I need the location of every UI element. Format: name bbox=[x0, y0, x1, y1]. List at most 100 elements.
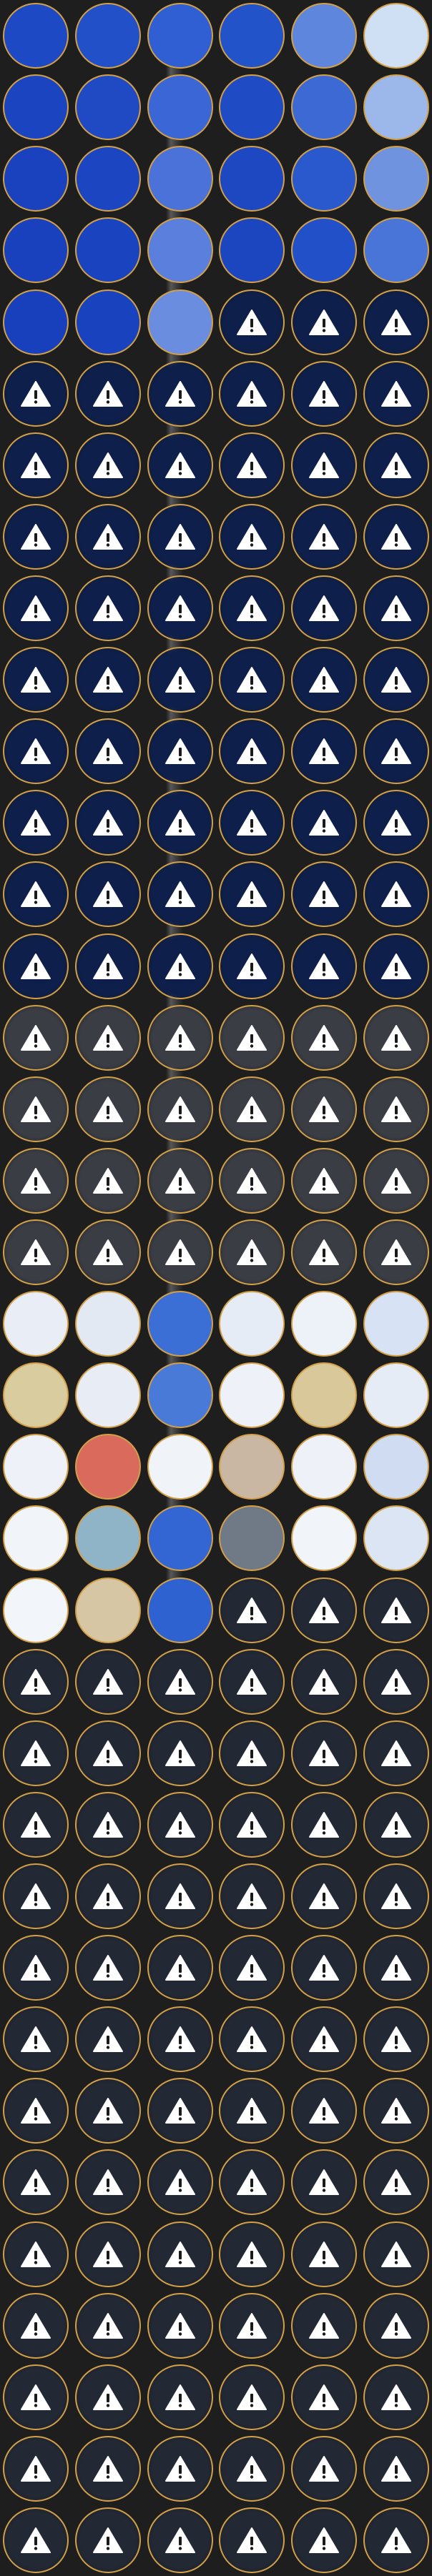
image-tile[interactable] bbox=[3, 74, 69, 141]
failed-image-tile[interactable] bbox=[3, 575, 69, 641]
failed-image-tile[interactable] bbox=[291, 360, 357, 427]
failed-image-tile[interactable] bbox=[363, 1791, 429, 1858]
failed-image-tile[interactable] bbox=[147, 790, 213, 856]
failed-image-tile[interactable] bbox=[147, 575, 213, 641]
failed-image-tile[interactable] bbox=[147, 432, 213, 498]
failed-image-tile[interactable] bbox=[75, 1935, 141, 2001]
failed-image-tile[interactable] bbox=[75, 2221, 141, 2287]
failed-image-tile[interactable] bbox=[363, 1863, 429, 1929]
failed-image-tile[interactable] bbox=[3, 1935, 69, 2001]
failed-image-tile[interactable] bbox=[3, 790, 69, 856]
image-tile[interactable] bbox=[147, 1505, 213, 1572]
image-tile[interactable] bbox=[147, 1434, 213, 1500]
failed-image-tile[interactable] bbox=[291, 503, 357, 570]
image-tile[interactable] bbox=[291, 1362, 357, 1429]
image-tile[interactable] bbox=[219, 217, 285, 284]
failed-image-tile[interactable] bbox=[219, 1147, 285, 1214]
failed-image-tile[interactable] bbox=[291, 1219, 357, 1285]
failed-image-tile[interactable] bbox=[3, 2078, 69, 2144]
failed-image-tile[interactable] bbox=[219, 2292, 285, 2359]
image-tile[interactable] bbox=[363, 217, 429, 284]
failed-image-tile[interactable] bbox=[363, 1648, 429, 1715]
failed-image-tile[interactable] bbox=[147, 1004, 213, 1071]
failed-image-tile[interactable] bbox=[291, 790, 357, 856]
failed-image-tile[interactable] bbox=[363, 861, 429, 928]
failed-image-tile[interactable] bbox=[291, 1076, 357, 1142]
failed-image-tile[interactable] bbox=[3, 1147, 69, 1214]
failed-image-tile[interactable] bbox=[147, 718, 213, 785]
image-tile[interactable] bbox=[3, 1505, 69, 1572]
failed-image-tile[interactable] bbox=[363, 1147, 429, 1214]
image-tile[interactable] bbox=[219, 1362, 285, 1429]
failed-image-tile[interactable] bbox=[147, 1219, 213, 1285]
failed-image-tile[interactable] bbox=[3, 360, 69, 427]
image-tile[interactable] bbox=[291, 1434, 357, 1500]
image-tile[interactable] bbox=[147, 74, 213, 141]
failed-image-tile[interactable] bbox=[219, 1219, 285, 1285]
failed-image-tile[interactable] bbox=[363, 1935, 429, 2001]
failed-image-tile[interactable] bbox=[291, 2507, 357, 2573]
failed-image-tile[interactable] bbox=[75, 1791, 141, 1858]
failed-image-tile[interactable] bbox=[219, 2149, 285, 2216]
failed-image-tile[interactable] bbox=[363, 1076, 429, 1142]
image-tile[interactable] bbox=[75, 3, 141, 69]
failed-image-tile[interactable] bbox=[291, 933, 357, 999]
failed-image-tile[interactable] bbox=[363, 647, 429, 713]
failed-image-tile[interactable] bbox=[75, 790, 141, 856]
failed-image-tile[interactable] bbox=[219, 1863, 285, 1929]
failed-image-tile[interactable] bbox=[219, 1577, 285, 1643]
failed-image-tile[interactable] bbox=[291, 432, 357, 498]
failed-image-tile[interactable] bbox=[291, 647, 357, 713]
failed-image-tile[interactable] bbox=[75, 1219, 141, 1285]
failed-image-tile[interactable] bbox=[219, 360, 285, 427]
failed-image-tile[interactable] bbox=[219, 2006, 285, 2073]
image-tile[interactable] bbox=[291, 1291, 357, 1357]
failed-image-tile[interactable] bbox=[291, 1720, 357, 1786]
failed-image-tile[interactable] bbox=[3, 1648, 69, 1715]
failed-image-tile[interactable] bbox=[363, 2364, 429, 2430]
failed-image-tile[interactable] bbox=[219, 933, 285, 999]
failed-image-tile[interactable] bbox=[291, 2149, 357, 2216]
failed-image-tile[interactable] bbox=[147, 1648, 213, 1715]
failed-image-tile[interactable] bbox=[147, 933, 213, 999]
failed-image-tile[interactable] bbox=[291, 2435, 357, 2502]
failed-image-tile[interactable] bbox=[363, 432, 429, 498]
failed-image-tile[interactable] bbox=[219, 1935, 285, 2001]
image-tile[interactable] bbox=[291, 74, 357, 141]
failed-image-tile[interactable] bbox=[75, 2149, 141, 2216]
image-tile[interactable] bbox=[3, 217, 69, 284]
failed-image-tile[interactable] bbox=[3, 1863, 69, 1929]
image-tile[interactable] bbox=[219, 1291, 285, 1357]
failed-image-tile[interactable] bbox=[3, 718, 69, 785]
failed-image-tile[interactable] bbox=[219, 1720, 285, 1786]
failed-image-tile[interactable] bbox=[363, 718, 429, 785]
failed-image-tile[interactable] bbox=[219, 1648, 285, 1715]
failed-image-tile[interactable] bbox=[147, 2006, 213, 2073]
failed-image-tile[interactable] bbox=[363, 2078, 429, 2144]
image-tile[interactable] bbox=[219, 1505, 285, 1572]
image-tile[interactable] bbox=[219, 74, 285, 141]
failed-image-tile[interactable] bbox=[147, 1720, 213, 1786]
image-tile[interactable] bbox=[219, 146, 285, 212]
failed-image-tile[interactable] bbox=[3, 2149, 69, 2216]
failed-image-tile[interactable] bbox=[3, 2006, 69, 2073]
failed-image-tile[interactable] bbox=[363, 933, 429, 999]
failed-image-tile[interactable] bbox=[75, 2006, 141, 2073]
image-tile[interactable] bbox=[363, 74, 429, 141]
failed-image-tile[interactable] bbox=[291, 1577, 357, 1643]
failed-image-tile[interactable] bbox=[291, 2078, 357, 2144]
failed-image-tile[interactable] bbox=[3, 1720, 69, 1786]
failed-image-tile[interactable] bbox=[363, 1219, 429, 1285]
failed-image-tile[interactable] bbox=[291, 2364, 357, 2430]
failed-image-tile[interactable] bbox=[363, 2435, 429, 2502]
failed-image-tile[interactable] bbox=[363, 1720, 429, 1786]
failed-image-tile[interactable] bbox=[75, 432, 141, 498]
failed-image-tile[interactable] bbox=[147, 2078, 213, 2144]
image-tile[interactable] bbox=[291, 217, 357, 284]
failed-image-tile[interactable] bbox=[75, 933, 141, 999]
failed-image-tile[interactable] bbox=[291, 1147, 357, 1214]
image-tile[interactable] bbox=[75, 289, 141, 355]
failed-image-tile[interactable] bbox=[75, 575, 141, 641]
failed-image-tile[interactable] bbox=[363, 360, 429, 427]
failed-image-tile[interactable] bbox=[219, 790, 285, 856]
